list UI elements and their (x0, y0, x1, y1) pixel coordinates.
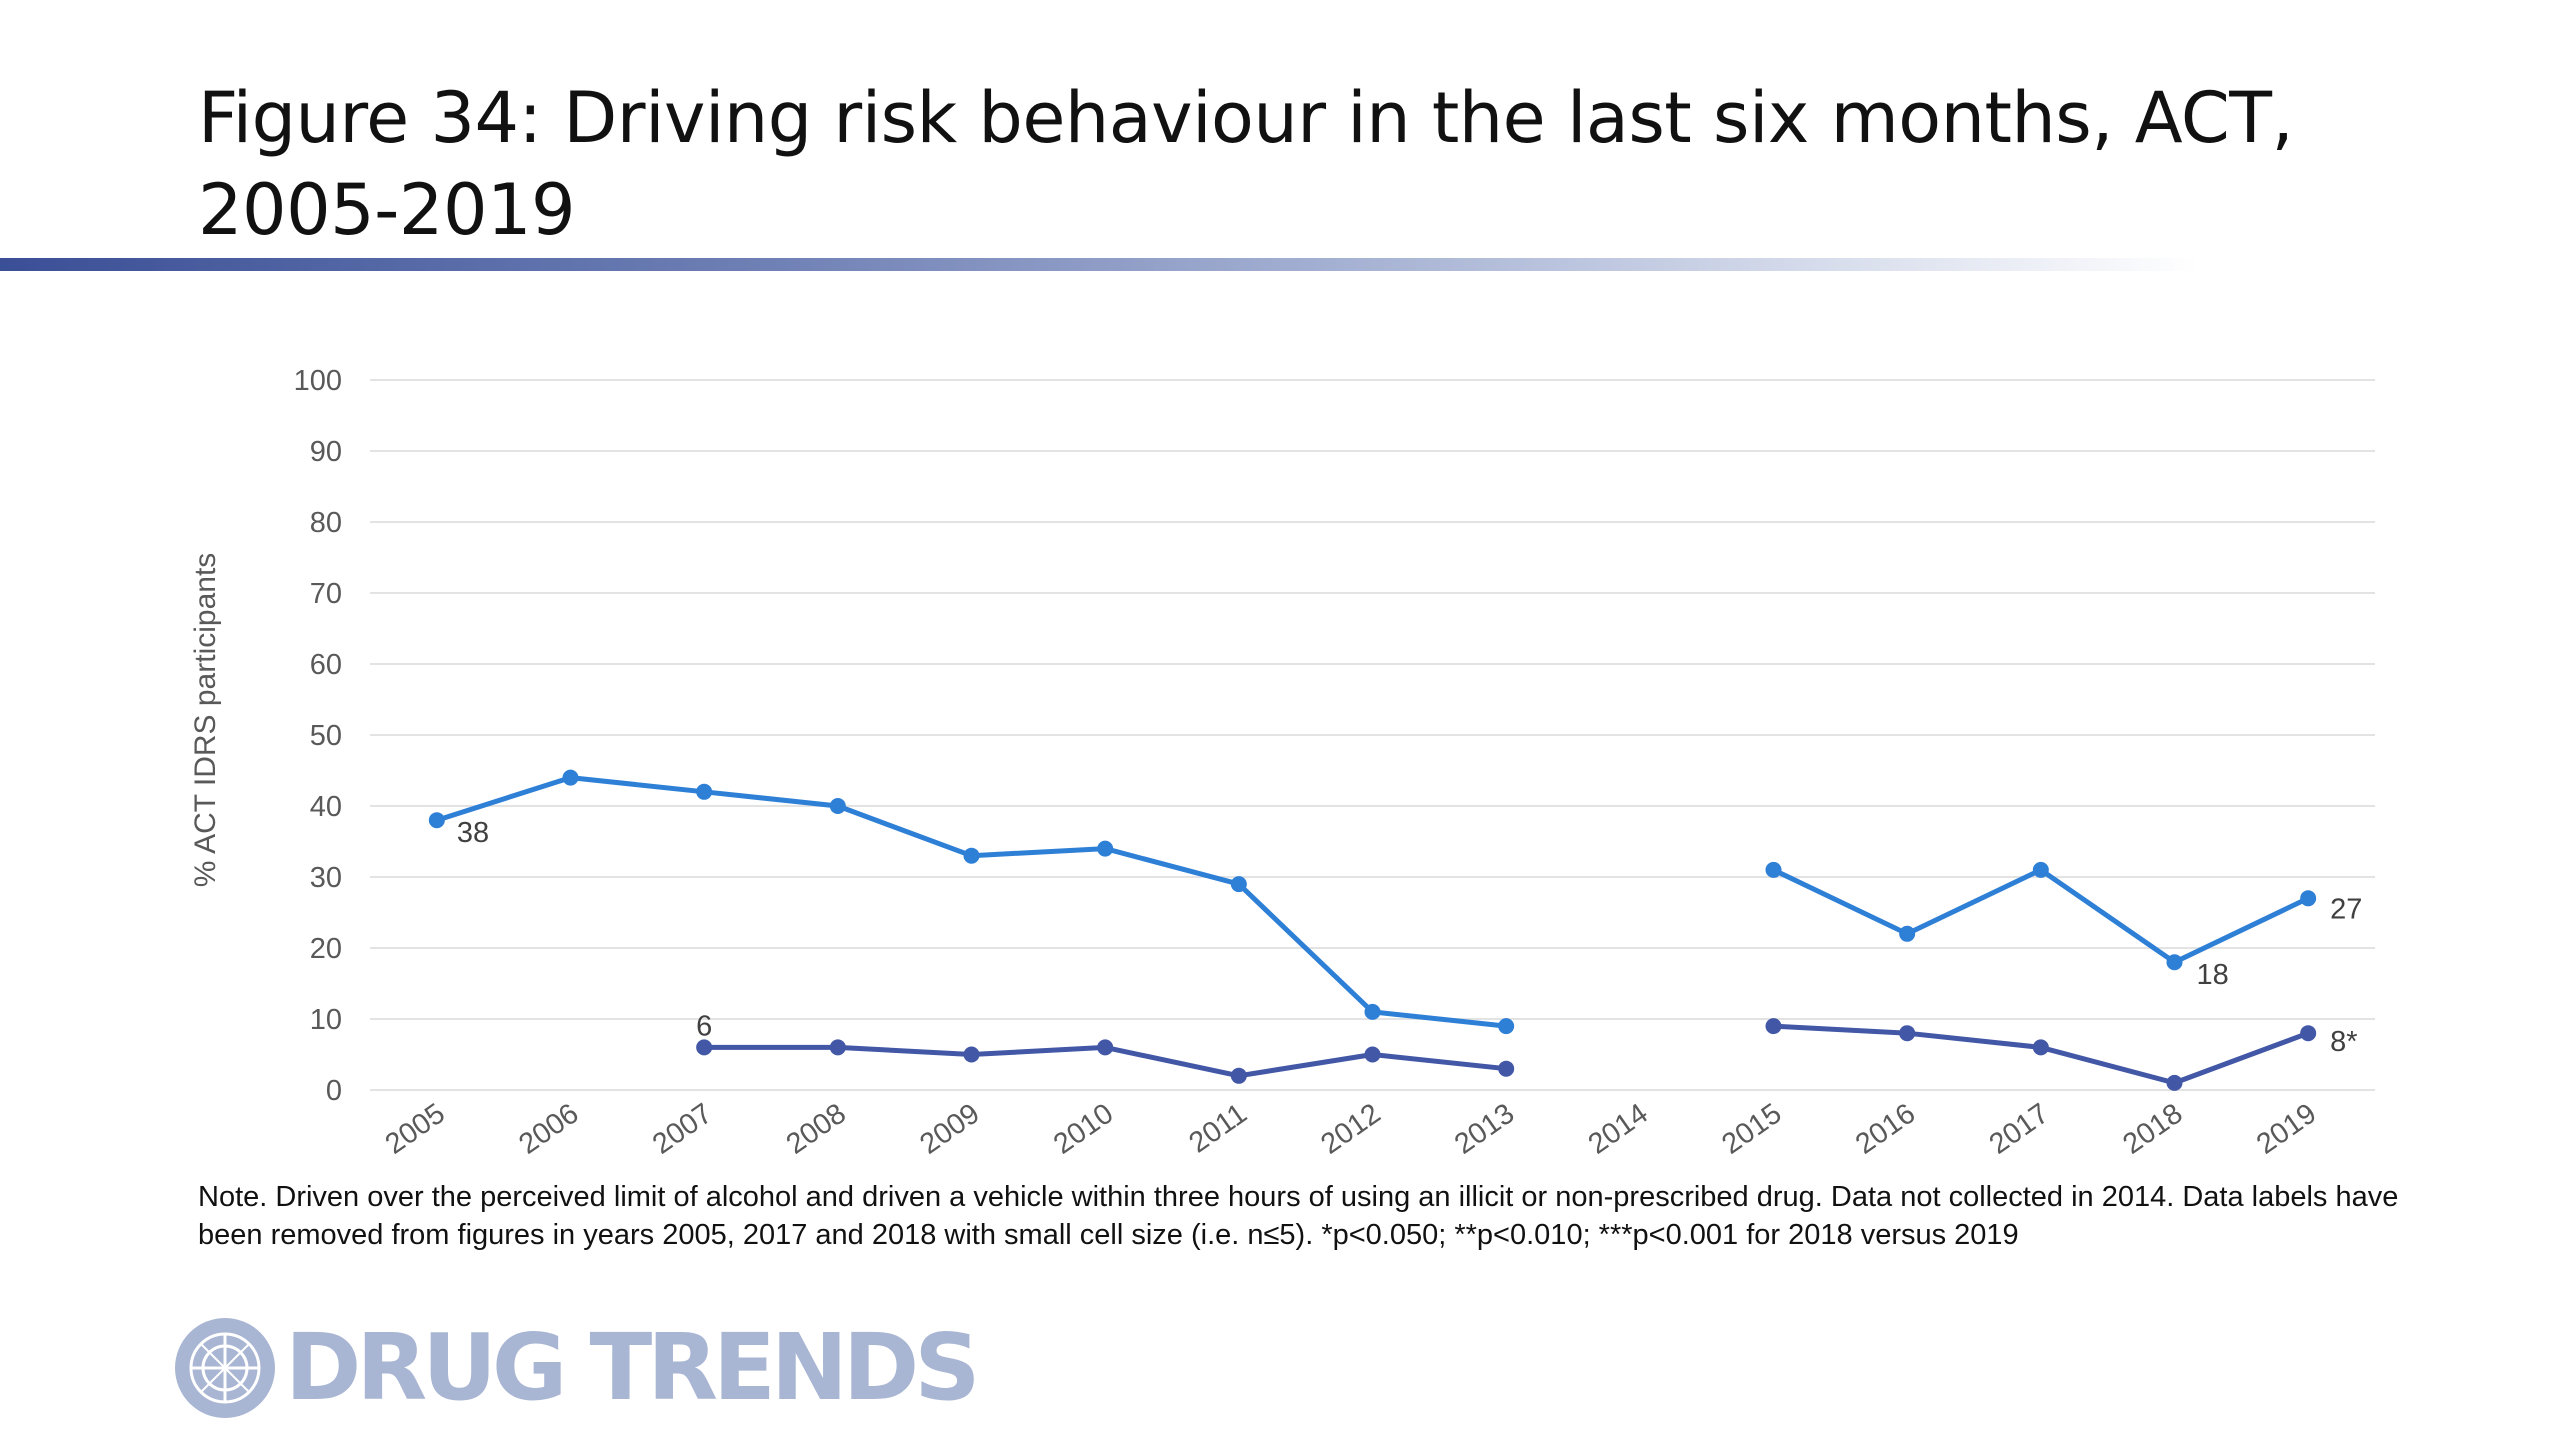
logo-wordmark: DRUG TRENDS (285, 1314, 981, 1421)
x-tick-label: 2007 (647, 1098, 718, 1161)
y-tick-label: 30 (310, 862, 342, 894)
series-2-point (2032, 1039, 2049, 1056)
series-2-point (829, 1039, 846, 1056)
y-tick-label: 90 (310, 436, 342, 468)
page-title: Figure 34: Driving risk behaviour in the… (198, 77, 2294, 251)
x-axis-ticks: 2005 2006 2007 2008 2009 2010 2011 2012 2013 2014… (380, 1098, 2323, 1161)
figure-note: Note. Driven over the perceived limit of… (198, 1181, 2399, 1251)
x-tick-label: 2010 (1048, 1098, 1119, 1161)
y-tick-label: 100 (294, 365, 342, 397)
x-tick-label: 2012 (1315, 1098, 1386, 1161)
y-tick-label: 20 (310, 933, 342, 965)
y-tick-label: 10 (310, 1004, 342, 1036)
y-tick-label: 80 (310, 507, 342, 539)
series-1-point (1498, 1018, 1515, 1035)
y-axis-ticks: 0 10 20 30 40 50 60 70 80 90 100 (294, 365, 342, 1107)
data-label: 38 (457, 817, 489, 849)
y-tick-label: 0 (326, 1075, 342, 1107)
series-2-point (1498, 1060, 1515, 1077)
y-tick-label: 40 (310, 791, 342, 823)
data-label: 8* (2330, 1026, 2357, 1058)
series-1-point (2166, 954, 2183, 971)
series-2-point (1364, 1046, 1381, 1063)
gridlines (370, 379, 2375, 1091)
series-1-point (1230, 876, 1247, 893)
series-1-point (829, 798, 846, 814)
series-1-point (562, 769, 579, 786)
data-labels: 38 18 27 6 8* (457, 817, 2363, 1058)
series-2-point (1765, 1018, 1782, 1035)
x-tick-label: 2019 (2251, 1098, 2322, 1161)
series-1-point (2032, 861, 2049, 878)
series-1-point (1097, 840, 1114, 857)
x-tick-label: 2006 (513, 1098, 584, 1161)
series-1-point (963, 847, 980, 864)
x-tick-label: 2017 (1984, 1098, 2055, 1161)
x-tick-label: 2018 (2117, 1098, 2188, 1161)
series-2-point (1097, 1039, 1114, 1056)
series-2-point (1899, 1025, 1916, 1042)
series-2-point (1230, 1067, 1247, 1084)
series-1-line (434, 775, 1509, 1029)
y-tick-label: 50 (310, 720, 342, 752)
data-label: 27 (2330, 893, 2362, 925)
drug-trends-logo: DRUG TRENDS (175, 1314, 981, 1421)
series-2-point (2300, 1025, 2317, 1042)
series-lines (428, 769, 2317, 1091)
x-tick-label: 2013 (1449, 1098, 1520, 1161)
x-tick-label: 2016 (1850, 1098, 1921, 1161)
x-tick-label: 2005 (380, 1098, 451, 1161)
series-2-point (2166, 1074, 2183, 1091)
series-1-point (1765, 861, 1782, 878)
series-1-point (2300, 890, 2317, 907)
series-2-point (696, 1039, 713, 1056)
data-label: 6 (696, 1010, 712, 1042)
series-2-point (963, 1046, 980, 1063)
series-1-point (428, 812, 445, 829)
y-tick-label: 70 (310, 578, 342, 610)
x-tick-label: 2009 (914, 1098, 985, 1161)
series-1-point (1364, 1003, 1381, 1020)
y-tick-label: 60 (310, 649, 342, 681)
x-tick-label: 2015 (1716, 1098, 1787, 1161)
data-label: 18 (2197, 959, 2229, 991)
series-1-point (1899, 925, 1916, 942)
y-axis-label: % ACT IDRS participants (189, 553, 222, 888)
x-tick-label: 2008 (781, 1098, 852, 1161)
series-1-point (696, 783, 713, 800)
x-tick-label: 2011 (1183, 1098, 1252, 1160)
globe-icon (175, 1318, 275, 1418)
x-tick-label: 2014 (1583, 1098, 1654, 1161)
title-divider (0, 258, 2200, 271)
